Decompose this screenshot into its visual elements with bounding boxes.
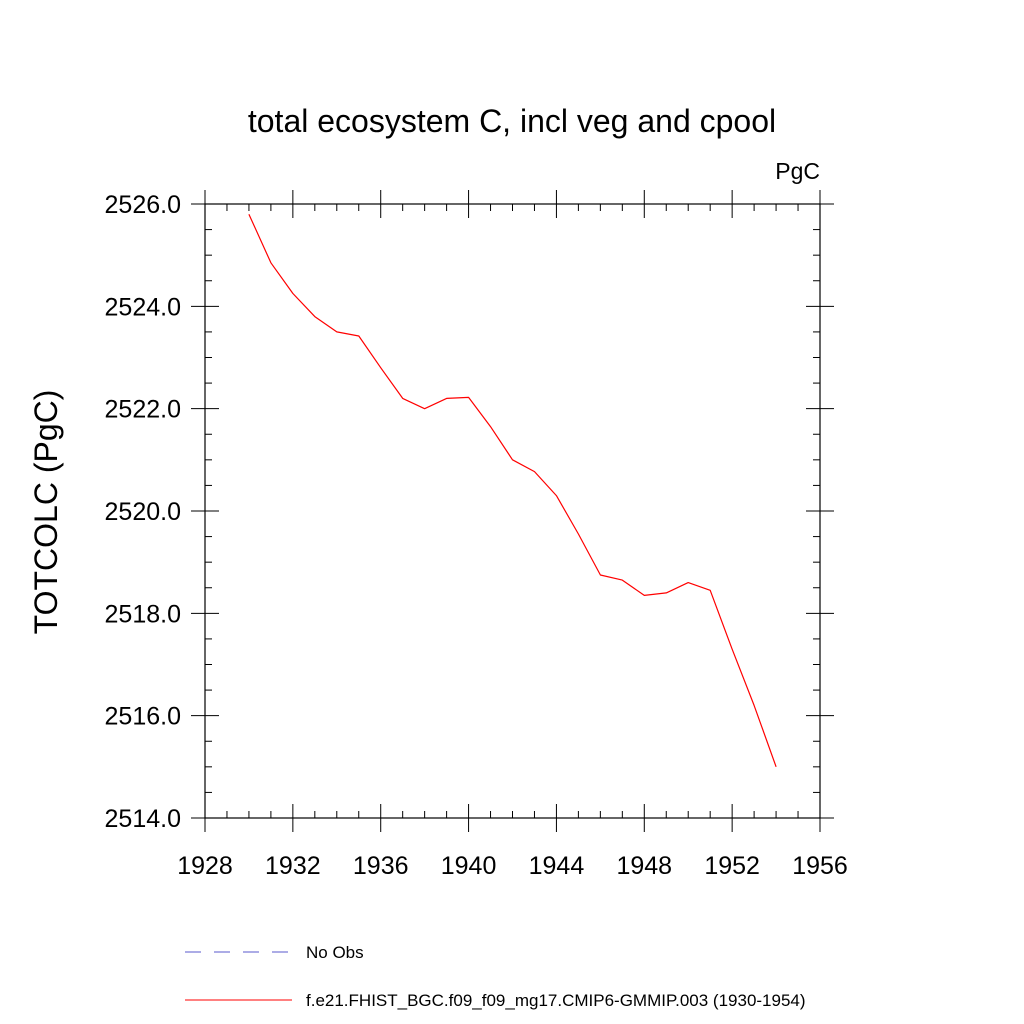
y-tick-label: 2522.0: [105, 396, 181, 424]
data-point: [709, 589, 711, 591]
y-tick-label: 2516.0: [105, 703, 181, 731]
legend-label-1: f.e21.FHIST_BGC.f09_f09_mg17.CMIP6-GMMIP…: [306, 991, 806, 1010]
y-tick-label: 2520.0: [105, 498, 181, 526]
data-point: [292, 293, 294, 295]
legend-label-0: No Obs: [306, 943, 364, 962]
y-tick-label: 2518.0: [105, 600, 181, 628]
x-tick-label: 1936: [353, 852, 409, 880]
axis-ticks: 1928 1932 1936 1940 1944 1948 1952 1956 2514.0 25…: [105, 190, 848, 880]
y-tick-label: 2524.0: [105, 293, 181, 321]
x-tick-label: 1940: [441, 852, 497, 880]
data-point: [380, 367, 382, 369]
data-point: [424, 408, 426, 410]
data-point: [555, 495, 557, 497]
data-point: [270, 262, 272, 264]
units-label: PgC: [775, 158, 820, 184]
y-axis-label: TOTCOLC (PgC): [28, 390, 64, 635]
data-point: [731, 648, 733, 650]
data-point: [643, 594, 645, 596]
data-point: [248, 213, 250, 215]
y-tick-label: 2514.0: [105, 805, 181, 833]
data-point: [753, 704, 755, 706]
x-tick-label: 1956: [792, 852, 848, 880]
data-point: [402, 397, 404, 399]
data-point: [665, 592, 667, 594]
y-tick-label: 2526.0: [105, 191, 181, 219]
data-point: [314, 316, 316, 318]
data-point: [490, 426, 492, 428]
x-tick-label: 1952: [704, 852, 760, 880]
data-point: [446, 397, 448, 399]
data-point: [687, 582, 689, 584]
series-line-0: [248, 213, 777, 768]
data-point: [468, 396, 470, 398]
x-tick-label: 1932: [265, 852, 321, 880]
x-tick-label: 1928: [177, 852, 233, 880]
data-point: [621, 579, 623, 581]
plot-frame: [204, 203, 821, 819]
data-point: [512, 459, 514, 461]
legend: No Obs f.e21.FHIST_BGC.f09_f09_mg17.CMIP6…: [185, 943, 806, 1010]
data-point: [599, 574, 601, 576]
data-point: [533, 471, 535, 473]
chart-title: total ecosystem C, incl veg and cpool: [248, 103, 776, 139]
x-tick-label: 1948: [616, 852, 672, 880]
data-point: [577, 533, 579, 535]
series-layer: [248, 213, 777, 768]
data-point: [336, 331, 338, 333]
x-tick-label: 1944: [529, 852, 585, 880]
data-point: [358, 335, 360, 337]
data-point: [775, 766, 777, 768]
